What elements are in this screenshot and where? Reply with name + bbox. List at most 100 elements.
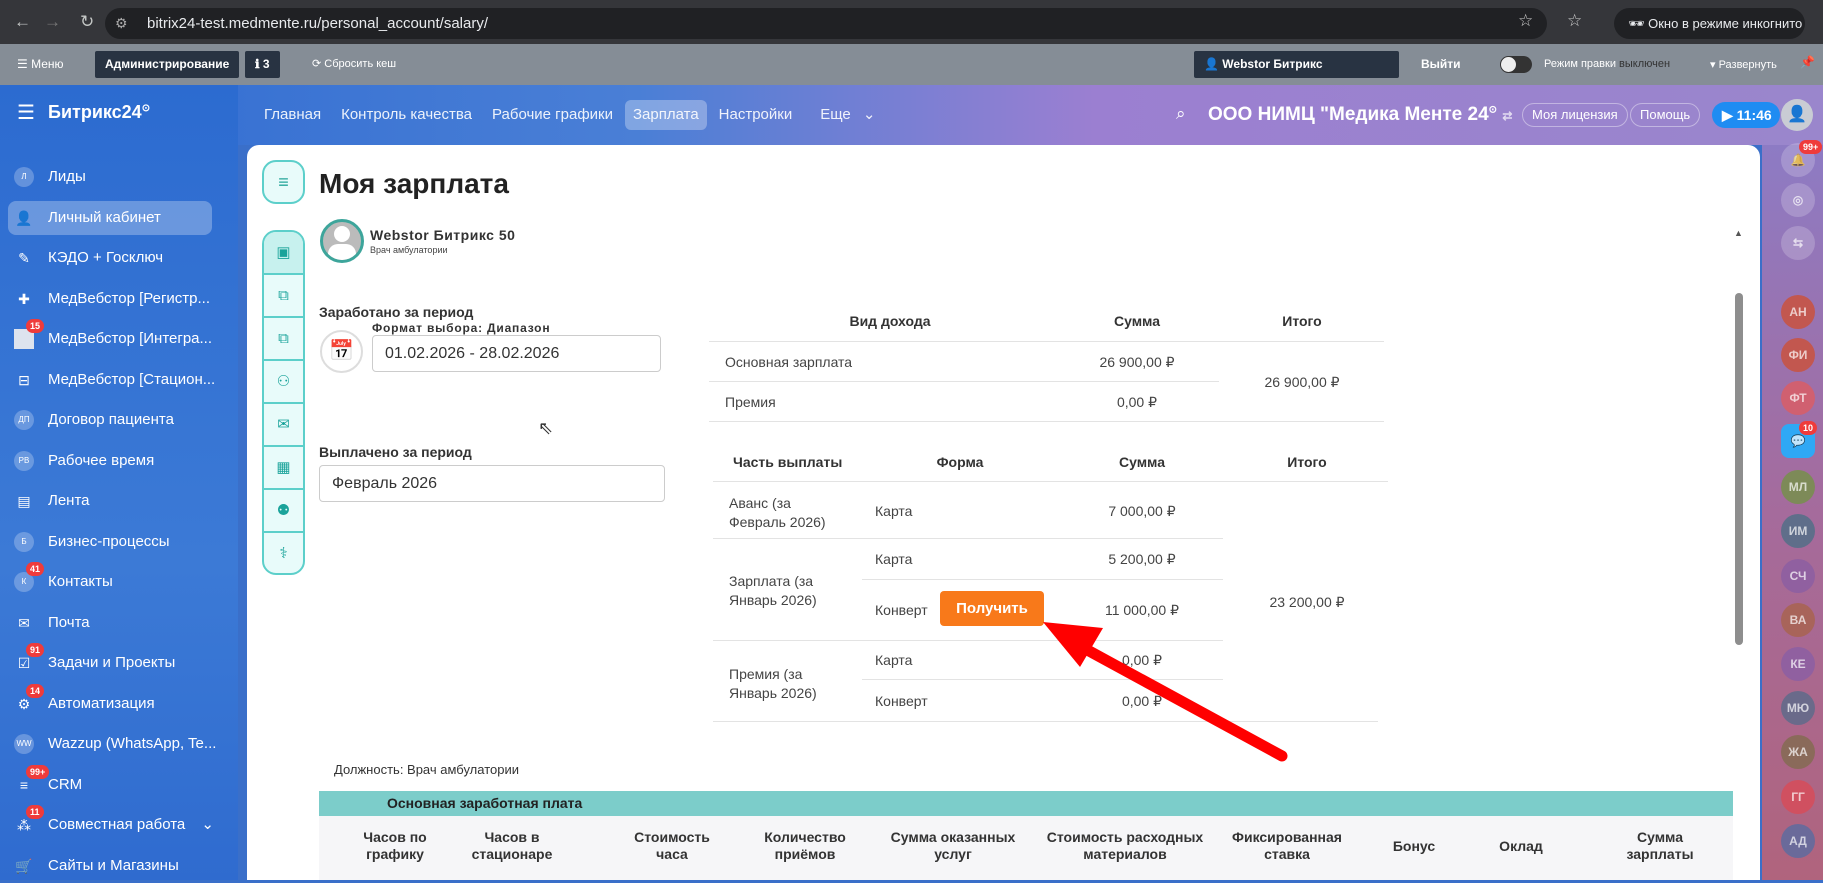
search-icon[interactable]: ⌕ — [1176, 104, 1186, 123]
income-type: Основная зарплата — [725, 354, 853, 370]
section-tabs: ▣ ⧉ ⧉ ⚇ ✉ ▦ ⚉ ⚕ — [262, 230, 305, 575]
nav-quality[interactable]: Контроль качества — [341, 106, 472, 123]
chat-switch-icon[interactable]: ⇆ — [1781, 226, 1815, 260]
logo[interactable]: Битрикс24⊙ — [48, 102, 151, 122]
salary-column-header: Часов по графику — [363, 829, 427, 862]
contact-avatar[interactable]: СЧ — [1781, 559, 1815, 593]
reload-icon[interactable]: ↻ — [80, 12, 95, 31]
contact-avatar[interactable]: КЕ — [1781, 647, 1815, 681]
salary-column-header: Сумма зарплаты — [1626, 829, 1694, 862]
sidebar-item[interactable]: Л Лиды — [8, 160, 212, 194]
salary-section-header: Основная заработная плата — [319, 791, 1733, 816]
back-icon[interactable]: ← — [14, 12, 31, 31]
contact-avatar[interactable]: ГГ — [1781, 780, 1815, 814]
calendar-icon[interactable]: 📅 — [320, 330, 363, 373]
sidebar-item[interactable]: ✎ КЭДО + Госключ — [8, 241, 212, 275]
salary-column-header: Оклад — [1499, 838, 1543, 854]
sidebar-item[interactable]: К 41 Контакты — [8, 562, 212, 599]
chat-badge: 10 — [1799, 421, 1818, 435]
sidebar-item[interactable]: Б Бизнес-процессы — [8, 525, 212, 559]
nav-main[interactable]: Главная — [264, 106, 322, 123]
contact-avatar[interactable]: ФИ — [1781, 338, 1815, 372]
expand-button[interactable]: ▾ Развернуть — [1710, 59, 1777, 71]
profile-avatar[interactable]: 👤 — [1781, 99, 1813, 131]
incognito-button[interactable]: 🕶 Окно в режиме инкогнито — [1614, 8, 1805, 39]
scrollbar-thumb[interactable] — [1735, 293, 1743, 645]
contact-avatar[interactable]: АД — [1781, 824, 1815, 858]
sidebar-item[interactable]: ≡ 99+ CRM — [8, 764, 212, 802]
chat-app-icon[interactable]: 💬 10 — [1781, 421, 1818, 458]
sidebar-item[interactable]: РВ Рабочее время — [8, 444, 212, 478]
forward-icon[interactable]: → — [44, 12, 61, 31]
hamburger-button[interactable]: ≡ — [262, 160, 305, 204]
paid-period-input[interactable]: Февраль 2026 — [319, 465, 665, 502]
contact-avatar[interactable]: МЛ — [1781, 470, 1815, 504]
earned-range-input[interactable]: 01.02.2026 - 28.02.2026 — [372, 335, 661, 372]
tab-money-icon[interactable]: ▣ — [264, 232, 303, 275]
sidebar-item-label: Личный кабинет — [48, 208, 161, 226]
pin-icon[interactable]: 📌 — [1800, 55, 1815, 69]
contact-avatar[interactable]: ВА — [1781, 603, 1815, 637]
receive-button[interactable]: Получить — [940, 591, 1044, 626]
tab-money-stack-icon[interactable]: ⧉ — [264, 275, 303, 318]
bookmark-star-icon[interactable]: ☆ — [1518, 11, 1534, 30]
user-icon: 👤 — [1204, 57, 1223, 71]
sidebar-item[interactable]: 🛒 Сайты и Магазины — [8, 849, 212, 883]
chevron-down-icon[interactable]: ⌄ — [197, 816, 214, 833]
help-button[interactable]: Помощь — [1630, 103, 1701, 127]
contact-initials: ЖА — [1788, 745, 1808, 759]
sidebar-item[interactable]: ⁂ 11 Совместная работа ⌄ — [8, 805, 214, 842]
sidebar-item[interactable]: 15 МедВебстор [Интегра... — [8, 319, 212, 356]
nav-salary[interactable]: Зарплата — [624, 100, 707, 130]
scroll-up-icon[interactable]: ▲ — [1734, 228, 1743, 238]
sidebar-item[interactable]: ⚙ 14 Автоматизация — [8, 683, 212, 721]
user-button[interactable]: 👤 Webstor Битрикс Отчествович — [1194, 51, 1399, 98]
sidebar-item[interactable]: ▤ Лента — [8, 484, 212, 518]
payout-sum: 11 000,00 ₽ — [1104, 602, 1180, 618]
admin-button[interactable]: Администрирование — [95, 51, 240, 78]
address-bar[interactable]: ⚙ bitrix24-test.medmente.ru/personal_acco… — [105, 8, 1547, 39]
tab-team-icon[interactable]: ⚉ — [264, 490, 303, 533]
tab-money-stack-2-icon[interactable]: ⧉ — [264, 318, 303, 361]
sidebar-item[interactable]: WW Wazzup (WhatsApp, Te... — [8, 727, 216, 761]
contact-avatar[interactable]: МЮ — [1781, 691, 1815, 725]
tab-user-money-icon[interactable]: ⚇ — [264, 361, 303, 404]
nav-more[interactable]: Еще ⌄ — [804, 100, 883, 130]
sidebar-item[interactable]: ✚ МедВебстор [Регистр... — [8, 282, 212, 316]
sidebar-item[interactable]: 👤 Личный кабинет — [8, 200, 212, 235]
contact-avatar[interactable]: ИМ — [1781, 514, 1815, 548]
salary-column-header: Сумма оказанных услуг — [890, 829, 1016, 862]
contact-avatar[interactable]: ФТ — [1781, 381, 1815, 415]
tab-table-icon[interactable]: ▦ — [264, 447, 303, 490]
tab-envelope-open-icon[interactable]: ✉ — [264, 404, 303, 447]
menu-button[interactable]: ☰ Меню — [17, 57, 64, 71]
license-button[interactable]: Моя лицензия — [1522, 103, 1628, 127]
mail-icon: ✉ — [18, 614, 30, 631]
sidebar-item[interactable]: ДП Договор пациента — [8, 403, 212, 437]
badge: 14 — [26, 683, 45, 698]
edit-mode-toggle[interactable] — [1500, 56, 1532, 73]
salary-column-header: Стоимость часа — [634, 829, 710, 862]
menu-toggle-icon[interactable]: ☰ — [17, 102, 35, 124]
logout-link[interactable]: Выйти — [1421, 57, 1461, 71]
top-nav: Главная Контроль качества Рабочие график… — [256, 100, 884, 130]
nav-settings[interactable]: Настройки — [718, 106, 793, 123]
org-name[interactable]: ООО НИМЦ "Медика Менте 24⊙ ⇄ — [1208, 104, 1513, 125]
activity-icon[interactable]: ◎ — [1781, 183, 1815, 217]
tab-doctor-icon[interactable]: ⚕ — [264, 533, 303, 573]
contact-avatar[interactable]: ЖА — [1781, 735, 1815, 769]
contact-avatar[interactable]: АН — [1781, 295, 1815, 329]
sidebar-item[interactable]: ✉ Почта — [8, 606, 212, 640]
worktime-button[interactable]: ▶ 11:46 — [1712, 102, 1780, 128]
notifications-button[interactable]: ℹ 3 — [245, 51, 280, 78]
bookmarks-icon[interactable]: ☆ — [1567, 11, 1583, 30]
nav-schedules[interactable]: Рабочие графики — [492, 106, 613, 123]
reset-cache-button[interactable]: ⟳ Сбросить кеш — [312, 57, 396, 70]
url-text: bitrix24-test.medmente.ru/personal_accou… — [147, 15, 489, 32]
site-settings-icon[interactable]: ⚙ — [115, 15, 128, 31]
contact-initials: АН — [1789, 305, 1807, 319]
sidebar-item[interactable]: ☑ 91 Задачи и Проекты — [8, 643, 212, 680]
sidebar-item[interactable]: ⊟ МедВебстор [Стацион... — [8, 363, 215, 397]
income-header-type: Вид дохода — [849, 313, 931, 329]
notifications-icon[interactable]: 🔔 99+ — [1781, 140, 1823, 177]
